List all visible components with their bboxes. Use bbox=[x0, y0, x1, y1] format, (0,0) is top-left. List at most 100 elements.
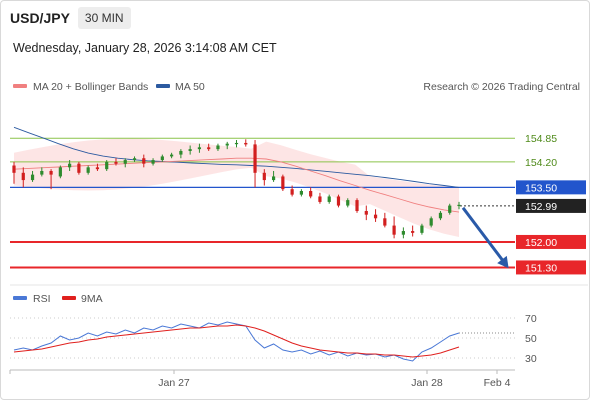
candle-body bbox=[346, 200, 350, 206]
candle-body bbox=[86, 167, 90, 173]
candle-body bbox=[21, 172, 25, 181]
candle bbox=[448, 203, 452, 215]
rsi-tick-label: 50 bbox=[525, 333, 537, 345]
rsi-tick-label: 30 bbox=[525, 353, 537, 365]
candle bbox=[336, 194, 341, 208]
candle-body bbox=[114, 161, 118, 164]
candle bbox=[30, 170, 35, 182]
candle bbox=[77, 161, 81, 175]
candle-body bbox=[225, 143, 229, 146]
rsi-legend-label: RSI bbox=[33, 293, 51, 305]
candle-body bbox=[244, 142, 248, 145]
candle bbox=[40, 167, 44, 177]
candle bbox=[132, 156, 137, 162]
rsi-line bbox=[13, 321, 460, 362]
last-price-label: 152.99 bbox=[525, 201, 557, 213]
candle-body bbox=[160, 156, 164, 161]
rsi-ma-legend-label: 9MA bbox=[81, 293, 103, 305]
candle-body bbox=[142, 158, 146, 164]
candle-body bbox=[123, 160, 127, 164]
candle-body bbox=[262, 172, 266, 181]
candle bbox=[216, 143, 220, 151]
candle bbox=[12, 161, 16, 184]
candle bbox=[290, 185, 294, 197]
projection-arrow-shaft bbox=[461, 206, 507, 265]
last-price-tag bbox=[516, 198, 586, 213]
candle-body bbox=[411, 231, 415, 233]
candle bbox=[123, 158, 127, 168]
candle bbox=[271, 170, 276, 182]
time-tick-label: Jan 28 bbox=[411, 377, 443, 389]
candle bbox=[373, 209, 378, 222]
candle bbox=[21, 167, 25, 188]
support-level-label: 152.00 bbox=[525, 237, 557, 249]
candle-body bbox=[40, 170, 44, 175]
candle bbox=[457, 201, 461, 210]
candle-body bbox=[234, 142, 239, 145]
ma50-legend-label: MA 50 bbox=[175, 81, 205, 93]
candle-body bbox=[420, 225, 424, 233]
candle-body bbox=[58, 167, 62, 177]
candle-body bbox=[68, 163, 72, 168]
candle-body bbox=[12, 165, 16, 173]
candle bbox=[151, 158, 155, 166]
candle-body bbox=[327, 196, 331, 202]
candle bbox=[262, 169, 266, 186]
candle bbox=[234, 140, 239, 148]
candle-body bbox=[383, 218, 387, 226]
candle bbox=[244, 139, 248, 147]
support-level-label: 151.30 bbox=[525, 262, 557, 274]
candle-body bbox=[132, 158, 137, 161]
candle-body bbox=[271, 176, 276, 181]
support-level-tag bbox=[516, 260, 586, 275]
candle bbox=[392, 216, 396, 239]
candle bbox=[170, 152, 174, 159]
time-tick-label: Jan 27 bbox=[158, 377, 190, 389]
candle-body bbox=[95, 167, 100, 170]
candle bbox=[420, 223, 424, 235]
candle-body bbox=[253, 144, 257, 173]
projection-arrow-head bbox=[497, 255, 509, 269]
candle bbox=[253, 140, 257, 188]
candle-body bbox=[207, 147, 211, 150]
bollinger-legend-swatch bbox=[13, 84, 27, 88]
candle bbox=[346, 198, 350, 208]
pivot-level-label: 153.50 bbox=[525, 182, 557, 194]
candle bbox=[299, 189, 303, 197]
candle-body bbox=[373, 214, 378, 219]
candle-body bbox=[299, 191, 303, 195]
candle bbox=[68, 160, 72, 171]
candle-body bbox=[309, 191, 313, 197]
candle-body bbox=[457, 204, 461, 207]
chart-header: USD/JPY 30 MIN bbox=[10, 6, 131, 30]
candle bbox=[309, 187, 313, 199]
symbol-title: USD/JPY bbox=[10, 10, 70, 26]
price-panel: 154.85 154.20 153.50 152.99 152.00 151.30 bbox=[10, 126, 586, 275]
candle bbox=[411, 225, 415, 237]
candle-body bbox=[30, 174, 35, 181]
candle-body bbox=[105, 161, 109, 170]
candle-body bbox=[318, 196, 322, 202]
candle-body bbox=[336, 196, 341, 206]
candle bbox=[86, 165, 90, 175]
candle bbox=[429, 216, 433, 228]
candle bbox=[49, 169, 53, 190]
candle-body bbox=[364, 211, 368, 215]
candle-body bbox=[401, 231, 405, 235]
candle-body bbox=[216, 145, 220, 150]
timeframe-badge[interactable]: 30 MIN bbox=[77, 7, 131, 29]
rsi-panel: 70 50 30 bbox=[10, 313, 537, 365]
candle bbox=[160, 154, 164, 162]
rsi-ma-line bbox=[13, 324, 460, 358]
copyright-text: Research © 2026 Trading Central bbox=[423, 81, 580, 93]
ma50-line bbox=[13, 126, 460, 188]
candle bbox=[179, 149, 183, 159]
candle bbox=[438, 211, 443, 221]
rsi-tick-label: 70 bbox=[525, 313, 537, 325]
ma50-legend-swatch bbox=[156, 84, 170, 88]
candle bbox=[142, 154, 146, 168]
candle bbox=[207, 143, 211, 151]
candle bbox=[318, 192, 322, 204]
candle-body bbox=[188, 149, 192, 151]
